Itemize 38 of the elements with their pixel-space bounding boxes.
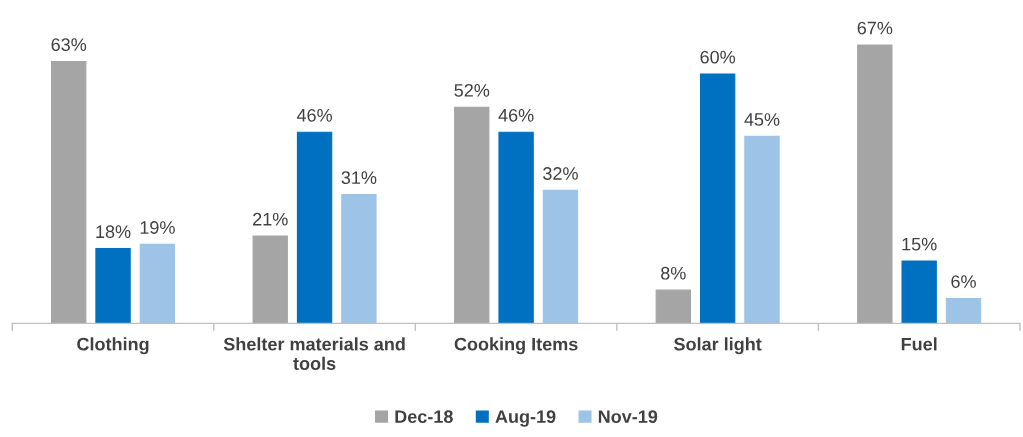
data-label: 15% xyxy=(902,237,937,251)
bar xyxy=(542,189,579,324)
bar xyxy=(744,135,780,324)
data-label: 46% xyxy=(498,108,534,122)
bar xyxy=(945,297,982,324)
x-tick-label: Fuel xyxy=(901,337,937,351)
bar xyxy=(901,260,937,324)
data-label: 32% xyxy=(543,167,578,180)
data-label: 45% xyxy=(744,113,780,126)
data-label: 19% xyxy=(140,221,175,234)
x-tick-label: Clothing xyxy=(77,337,149,355)
bar xyxy=(857,44,893,324)
bar xyxy=(498,131,534,324)
x-tick-label: Solar light xyxy=(674,337,762,355)
legend-label: Dec-18 xyxy=(395,410,453,424)
data-label: 18% xyxy=(96,225,131,239)
bar xyxy=(139,243,176,324)
bar xyxy=(95,248,131,324)
legend-label: Nov-19 xyxy=(598,410,658,424)
data-label: 31% xyxy=(341,171,377,185)
bar xyxy=(655,289,691,324)
data-label: 8% xyxy=(661,266,686,280)
data-label: 46% xyxy=(296,108,332,122)
bar xyxy=(341,193,377,324)
data-label: 21% xyxy=(253,212,288,226)
data-label: 67% xyxy=(857,21,893,35)
data-label: 52% xyxy=(454,83,490,97)
x-tick-label: Shelter materials and tools xyxy=(223,337,405,370)
bar xyxy=(252,235,288,324)
data-label: 6% xyxy=(951,275,976,288)
x-tick-label: Cooking Items xyxy=(454,337,578,355)
bar xyxy=(51,61,87,324)
data-label: 63% xyxy=(51,38,87,52)
bar xyxy=(699,73,736,324)
data-label: 60% xyxy=(700,50,736,64)
bar xyxy=(296,131,333,324)
legend-label: Aug-19 xyxy=(495,410,556,427)
bar xyxy=(454,106,490,324)
